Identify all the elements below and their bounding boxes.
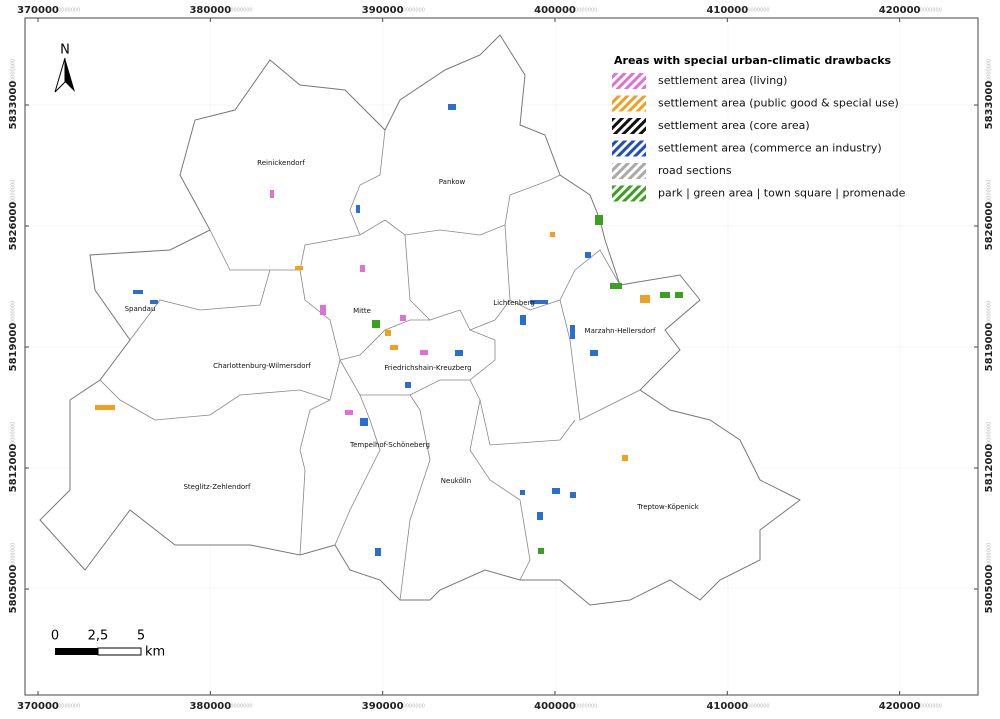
- y-coordinate-label: 5805000: [8, 565, 19, 614]
- y-coordinate-label: 5812000: [984, 444, 995, 493]
- x-coordinate-label: 410000: [706, 5, 748, 16]
- coordinate-suffix: 0000000: [403, 704, 425, 710]
- x-coordinate-label: 400000: [534, 701, 576, 712]
- coordinate-suffix: 0000000: [987, 422, 993, 444]
- y-coordinate-label: 5805000: [984, 565, 995, 614]
- district-label: Spandau: [125, 305, 156, 313]
- coordinate-suffix: 0000000: [747, 8, 769, 14]
- legend-label: park | green area | town square | promen…: [658, 187, 906, 200]
- scale-label: 2,5: [88, 629, 109, 644]
- legend-swatch: [612, 163, 646, 179]
- coordinate-suffix: 0000000: [575, 8, 597, 14]
- x-coordinate-label: 390000: [362, 701, 404, 712]
- coordinate-suffix: 0000000: [987, 543, 993, 565]
- legend-swatch: [612, 118, 646, 134]
- coordinate-suffix: 0000000: [58, 704, 80, 710]
- legend-label: road sections: [658, 164, 732, 177]
- coordinate-suffix: 0000000: [11, 301, 17, 323]
- legend-label: settlement area (public good & special u…: [658, 97, 899, 110]
- coordinate-suffix: 0000000: [230, 8, 252, 14]
- x-coordinate-label: 420000: [879, 5, 921, 16]
- y-coordinate-label: 5812000: [8, 444, 19, 493]
- district-borders: [99, 129, 641, 601]
- coordinate-suffix: 0000000: [11, 422, 17, 444]
- district-label: Mitte: [353, 307, 371, 315]
- scale-bar: 0 2,5 5 km: [51, 629, 165, 660]
- district-label: Pankow: [439, 178, 466, 186]
- coordinate-suffix: 0000000: [920, 704, 942, 710]
- legend-label: settlement area (core area): [658, 119, 810, 132]
- district-label: Marzahn-Hellersdorf: [585, 327, 656, 335]
- x-coordinate-label: 390000: [362, 5, 404, 16]
- x-coordinate-label: 370000: [17, 701, 59, 712]
- scale-unit: km: [145, 645, 165, 660]
- district-label: Friedrichshain-Kreuzberg: [384, 364, 471, 372]
- hazard-patches: [95, 104, 683, 556]
- x-coordinate-label: 420000: [879, 701, 921, 712]
- legend-label: settlement area (living): [658, 74, 787, 87]
- coordinate-suffix: 0000000: [230, 704, 252, 710]
- north-arrow: N: [54, 43, 75, 93]
- coordinate-suffix: 0000000: [747, 704, 769, 710]
- coordinate-suffix: 0000000: [11, 59, 17, 81]
- coordinate-suffix: 0000000: [11, 180, 17, 202]
- legend-swatch: [612, 185, 646, 202]
- district-label: Steglitz-Zehlendorf: [183, 483, 251, 491]
- district-label: Charlottenburg-Wilmersdorf: [213, 362, 311, 370]
- y-coordinate-label: 5826000: [8, 202, 19, 251]
- y-coordinate-label: 5819000: [984, 323, 995, 372]
- legend-swatch: [612, 73, 646, 89]
- y-coordinate-label: 5833000: [8, 81, 19, 130]
- scale-label: 0: [51, 629, 59, 644]
- x-coordinate-label: 380000: [189, 701, 231, 712]
- district-label: Neukölln: [441, 477, 471, 485]
- legend-title: Areas with special urban-climatic drawba…: [614, 54, 892, 67]
- legend-label: settlement area (commerce an industry): [658, 142, 882, 155]
- north-label: N: [60, 43, 70, 58]
- coordinate-suffix: 0000000: [987, 301, 993, 323]
- coordinate-suffix: 0000000: [987, 180, 993, 202]
- district-label: Lichtenberg: [493, 299, 535, 307]
- district-label: Reinickendorf: [257, 159, 305, 167]
- y-coordinate-label: 5826000: [984, 202, 995, 251]
- x-coordinate-label: 400000: [534, 5, 576, 16]
- x-coordinate-label: 370000: [17, 5, 59, 16]
- legend-swatch: [612, 95, 646, 112]
- coordinate-suffix: 0000000: [987, 59, 993, 81]
- y-coordinate-label: 5833000: [984, 81, 995, 130]
- y-coordinate-label: 5819000: [8, 323, 19, 372]
- legend: Areas with special urban-climatic drawba…: [612, 54, 906, 202]
- district-labels: Reinickendorf Pankow Spandau Mitte Licht…: [125, 159, 700, 511]
- coordinate-suffix: 0000000: [11, 543, 17, 565]
- district-label: Treptow-Köpenick: [636, 503, 700, 511]
- legend-swatch: [612, 140, 646, 157]
- coordinate-suffix: 0000000: [403, 8, 425, 14]
- x-coordinate-label: 380000: [189, 5, 231, 16]
- scale-label: 5: [137, 629, 145, 644]
- coordinate-suffix: 0000000: [920, 8, 942, 14]
- coordinate-suffix: 0000000: [575, 704, 597, 710]
- coordinate-suffix: 0000000: [58, 8, 80, 14]
- district-label: Tempelhof-Schöneberg: [349, 441, 430, 449]
- x-coordinate-label: 410000: [706, 701, 748, 712]
